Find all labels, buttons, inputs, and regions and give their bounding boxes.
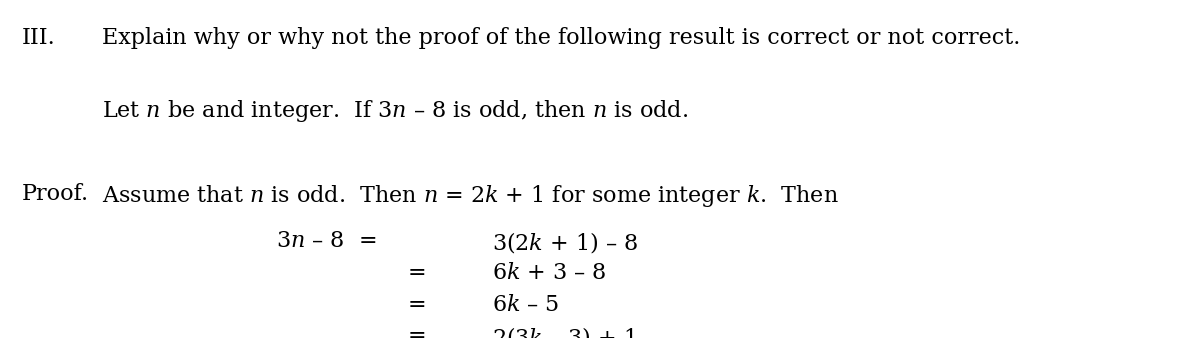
Text: 2(3$k$ – 3) + 1.: 2(3$k$ – 3) + 1. [492, 325, 644, 338]
Text: Proof.: Proof. [22, 183, 89, 204]
Text: 3(2$k$ + 1) – 8: 3(2$k$ + 1) – 8 [492, 230, 638, 255]
Text: 3$n$ – 8  =: 3$n$ – 8 = [276, 230, 377, 252]
Text: Let $n$ be and integer.  If 3$n$ – 8 is odd, then $n$ is odd.: Let $n$ be and integer. If 3$n$ – 8 is o… [102, 98, 688, 124]
Text: 6$k$ + 3 – 8: 6$k$ + 3 – 8 [492, 262, 606, 284]
Text: =: = [408, 325, 427, 338]
Text: =: = [408, 294, 427, 316]
Text: III.: III. [22, 27, 55, 49]
Text: Explain why or why not the proof of the following result is correct or not corre: Explain why or why not the proof of the … [102, 27, 1020, 49]
Text: =: = [408, 262, 427, 284]
Text: 6$k$ – 5: 6$k$ – 5 [492, 294, 559, 316]
Text: Assume that $n$ is odd.  Then $n$ = 2$k$ + 1 for some integer $k$.  Then: Assume that $n$ is odd. Then $n$ = 2$k$ … [102, 183, 839, 209]
